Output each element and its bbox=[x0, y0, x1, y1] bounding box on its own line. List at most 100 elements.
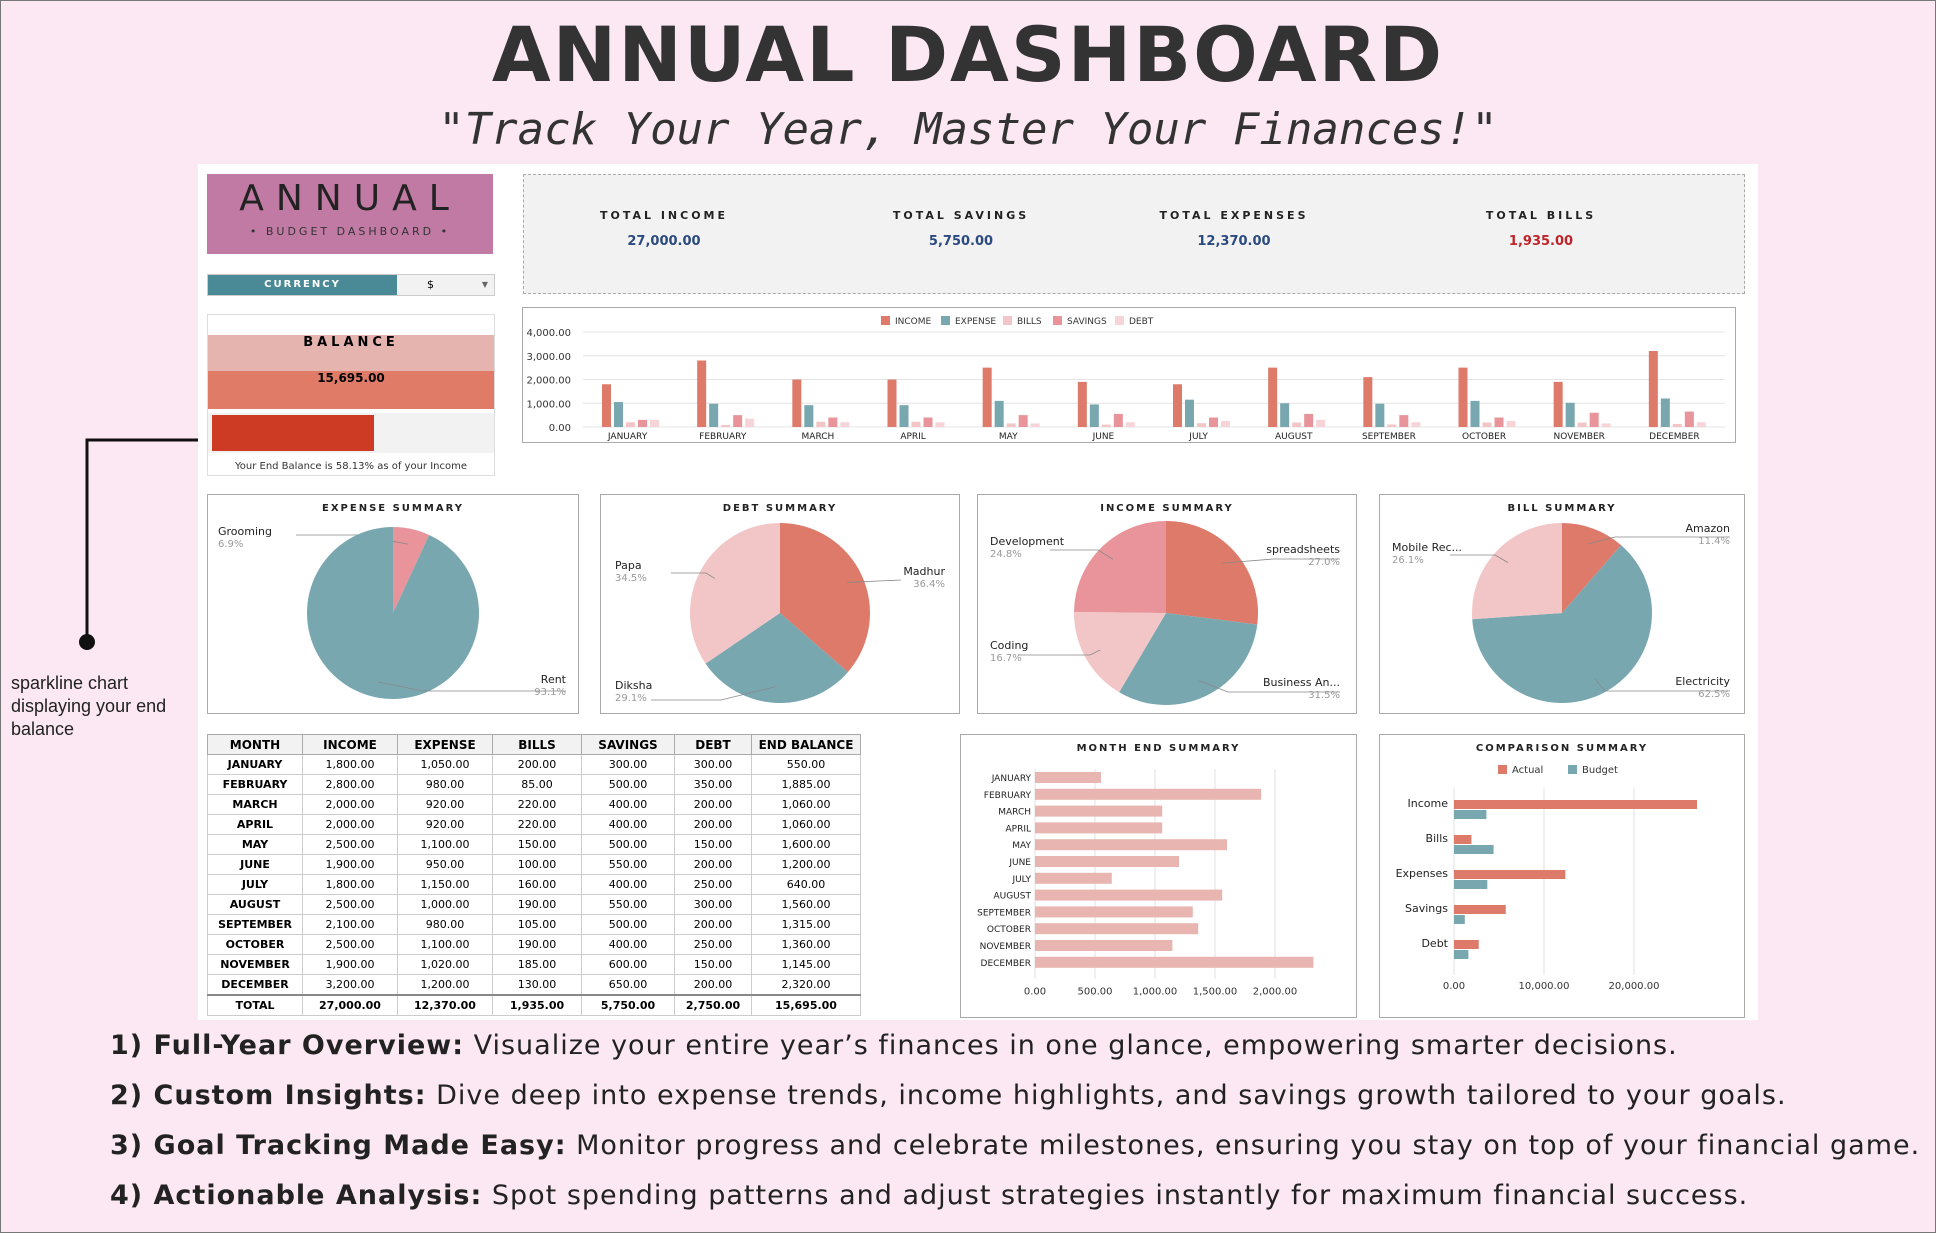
y-tick-label: Bills bbox=[1426, 832, 1449, 845]
pie-percent: 16.7% bbox=[990, 653, 1022, 664]
table-cell: FEBRUARY bbox=[207, 774, 303, 795]
x-tick-label: MAY bbox=[999, 432, 1018, 442]
currency-dropdown[interactable]: $ ▼ bbox=[397, 275, 494, 295]
table-cell: 400.00 bbox=[581, 874, 675, 895]
pie-slice bbox=[1472, 545, 1652, 703]
bar-expense bbox=[1375, 403, 1385, 427]
bill-summary-title: BILL SUMMARY bbox=[1507, 503, 1617, 514]
table-cell: OCTOBER bbox=[207, 934, 303, 955]
feature-2-head: 2) Custom Insights: bbox=[110, 1080, 427, 1111]
chevron-down-icon[interactable]: ▼ bbox=[481, 280, 488, 289]
table-cell: 15,695.00 bbox=[751, 994, 861, 1016]
pie-slice bbox=[393, 527, 430, 613]
pie-leader-line bbox=[1199, 680, 1340, 693]
table-cell: 85.00 bbox=[492, 774, 582, 795]
pie-label: Business An... bbox=[1263, 676, 1340, 689]
table-cell: 200.00 bbox=[674, 794, 752, 815]
pie-leader-line bbox=[1018, 649, 1101, 656]
feature-3-head: 3) Goal Tracking Made Easy: bbox=[110, 1130, 567, 1161]
bar-savings bbox=[923, 417, 933, 427]
bar-savings bbox=[828, 417, 838, 427]
table-cell: 1,100.00 bbox=[397, 934, 493, 955]
month-end-bar bbox=[1035, 906, 1193, 918]
currency-value: $ bbox=[427, 278, 434, 291]
table-cell: 920.00 bbox=[397, 794, 493, 815]
pie-label: Grooming bbox=[218, 525, 272, 538]
legend-swatch bbox=[881, 316, 890, 325]
pie-leader-line bbox=[847, 579, 902, 583]
bar-income bbox=[792, 379, 802, 427]
total-bills-label: TOTAL BILLS bbox=[1485, 209, 1597, 222]
feature-3: 3) Goal Tracking Made Easy: Monitor prog… bbox=[110, 1130, 1919, 1161]
table-cell: 550.00 bbox=[751, 754, 861, 775]
x-tick-label: APRIL bbox=[900, 432, 926, 442]
monthly-table: MONTH INCOME EXPENSE BILLS SAVINGS DEBT END BA… bbox=[207, 734, 861, 1016]
table-cell: 300.00 bbox=[674, 754, 752, 775]
pie-percent: 27.0% bbox=[1308, 557, 1340, 568]
table-cell: 1,050.00 bbox=[397, 754, 493, 775]
table-cell: TOTAL bbox=[207, 994, 303, 1016]
pie-percent: 62.5% bbox=[1698, 689, 1730, 700]
legend-swatch bbox=[1053, 316, 1062, 325]
bar-income bbox=[697, 360, 707, 427]
bar-bills bbox=[1006, 423, 1016, 427]
bar-expense bbox=[994, 400, 1004, 427]
table-cell: 980.00 bbox=[397, 774, 493, 795]
table-cell: 3,200.00 bbox=[302, 974, 398, 996]
bar-bills bbox=[1387, 424, 1397, 427]
pie-percent: 26.1% bbox=[1392, 555, 1424, 566]
y-tick-label: DECEMBER bbox=[981, 959, 1031, 969]
expense-summary-chart: EXPENSE SUMMARY Grooming 6.9% Rent 93.1% bbox=[207, 494, 579, 714]
bar-budget bbox=[1454, 845, 1494, 854]
table-cell: 600.00 bbox=[581, 954, 675, 975]
y-tick-label: AUGUST bbox=[993, 892, 1031, 902]
pie-percent: 29.1% bbox=[615, 693, 647, 704]
bar-expense bbox=[1565, 402, 1575, 427]
total-savings-label: TOTAL SAVINGS bbox=[892, 209, 1030, 222]
x-tick-label: FEBRUARY bbox=[699, 432, 747, 442]
pie-percent: 93.1% bbox=[534, 687, 566, 698]
feature-4-head: 4) Actionable Analysis: bbox=[110, 1180, 483, 1211]
currency-selector[interactable]: CURRENCY $ ▼ bbox=[207, 274, 495, 296]
bar-expense bbox=[1089, 404, 1099, 427]
pie-slice bbox=[1119, 613, 1258, 705]
table-cell: 650.00 bbox=[581, 974, 675, 996]
y-tick-label: NOVEMBER bbox=[980, 942, 1031, 952]
pie-label: Development bbox=[990, 535, 1065, 548]
total-bills: TOTAL BILLS 1,935.00 bbox=[1411, 209, 1671, 249]
table-cell: 200.00 bbox=[674, 814, 752, 835]
table-body: JANUARY 1,800.00 1,050.00 200.00 300.00 300.0… bbox=[207, 754, 861, 1016]
bar-income bbox=[1363, 377, 1373, 427]
pie-label: Diksha bbox=[615, 679, 652, 692]
x-tick-label: AUGUST bbox=[1275, 432, 1313, 442]
total-income-value: 27,000.00 bbox=[627, 234, 701, 249]
bar-income bbox=[1458, 367, 1468, 427]
table-cell: JUNE bbox=[207, 854, 303, 875]
legend-swatch bbox=[1498, 765, 1507, 774]
monthly-bar-chart-svg: INCOME EXPENSE BILLS SAVINGS DEBT 0.00 1,000.0… bbox=[526, 316, 1725, 442]
table-total-row: TOTAL 27,000.00 12,370.00 1,935.00 5,750.00 2… bbox=[207, 994, 861, 1016]
table-cell: 1,800.00 bbox=[302, 874, 398, 895]
x-tick-label: 0.00 bbox=[1443, 981, 1465, 992]
bar-savings bbox=[1304, 413, 1314, 427]
month-end-bar bbox=[1035, 839, 1227, 851]
pie-percent: 36.4% bbox=[913, 579, 945, 590]
pie-leader-line bbox=[671, 572, 715, 579]
table-cell: 1,200.00 bbox=[751, 854, 861, 875]
legend-swatch bbox=[941, 316, 950, 325]
expense-summary-title: EXPENSE SUMMARY bbox=[322, 503, 464, 514]
x-tick-label: OCTOBER bbox=[1462, 432, 1506, 442]
table-cell: 550.00 bbox=[581, 854, 675, 875]
table-row: FEBRUARY 2,800.00 980.00 85.00 500.00 350.00 1… bbox=[207, 774, 861, 795]
x-tick-label: JANUARY bbox=[607, 432, 648, 442]
table-cell: 190.00 bbox=[492, 934, 582, 955]
table-cell: SEPTEMBER bbox=[207, 914, 303, 935]
pie-leader-line bbox=[1594, 678, 1730, 692]
bar-income bbox=[1077, 381, 1087, 427]
y-tick-label: Expenses bbox=[1396, 867, 1449, 880]
table-row: OCTOBER 2,500.00 1,100.00 190.00 400.00 250.0… bbox=[207, 934, 861, 955]
bar-debt bbox=[745, 418, 755, 427]
table-header-cell: SAVINGS bbox=[581, 734, 675, 755]
table-header-cell: DEBT bbox=[674, 734, 752, 755]
